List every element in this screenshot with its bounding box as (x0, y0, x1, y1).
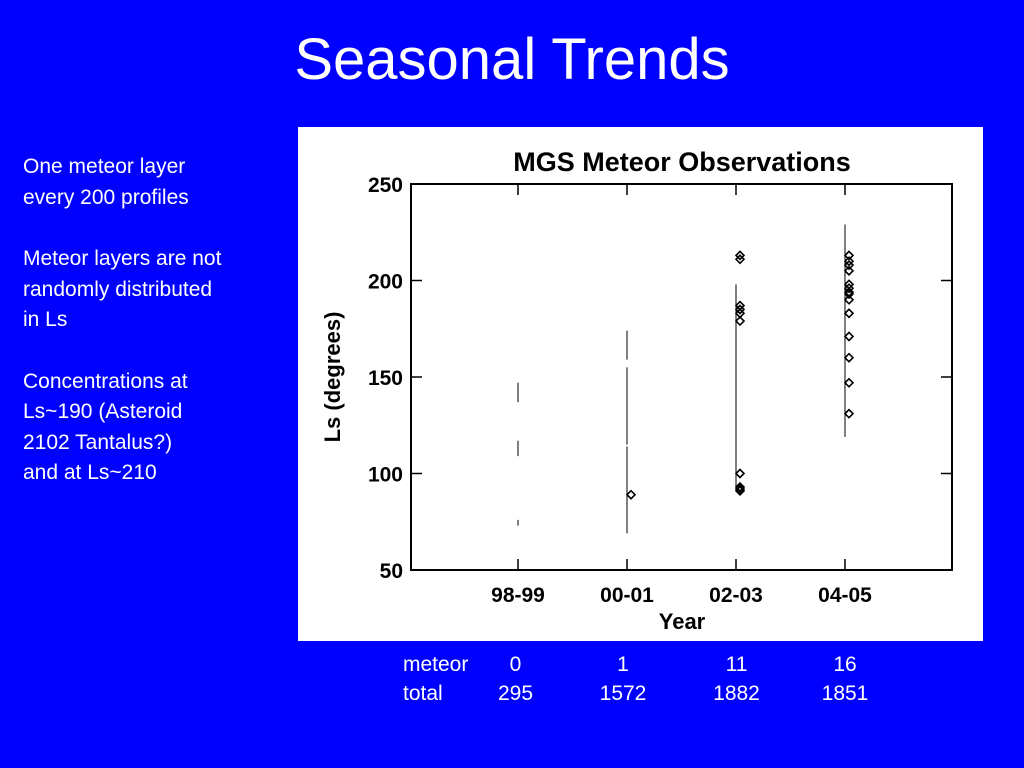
data-point-diamond (734, 304, 746, 315)
y-tick-label: 200 (368, 271, 403, 294)
bullet-line: One meteor layer (23, 155, 186, 178)
bullet-line: Concentrations at (23, 369, 188, 393)
counts-cell: 1572 (599, 681, 647, 705)
data-point-diamond (843, 265, 855, 276)
counts-row-label: meteor (403, 652, 469, 676)
data-point-diamond (734, 483, 746, 495)
y-tick-label: 150 (368, 367, 403, 390)
counts-cell: 16 (833, 652, 857, 676)
counts-cell: 295 (497, 681, 534, 705)
data-point-diamond (843, 408, 855, 419)
data-points (625, 250, 855, 500)
counts-cell: 1 (617, 652, 629, 676)
plot-frame (410, 183, 953, 571)
bullet-paragraph: Meteor layers are not randomly distribute… (23, 244, 283, 336)
data-point-diamond (734, 485, 746, 497)
data-point-diamond (734, 250, 746, 261)
bullet-line: every 200 profiles (23, 185, 189, 209)
data-point-diamond (734, 254, 746, 265)
data-point-diamond (843, 256, 855, 267)
data-point-diamond (843, 283, 855, 294)
x-tick-label: 02-03 (709, 584, 763, 607)
y-axis-label: Ls (degrees) (320, 312, 345, 443)
bullet-line: 2102 Tantalus?) (23, 430, 173, 454)
data-point-diamond (734, 481, 746, 493)
x-axis-label: Year (659, 609, 706, 634)
data-point-diamond (843, 288, 855, 300)
x-axis-ticks: 98-99 00-01 02-03 04-05 (491, 184, 872, 607)
chart-title: MGS Meteor Observations (513, 147, 851, 177)
data-point-diamond (843, 352, 855, 363)
counts-cell: 1882 (713, 681, 760, 705)
data-point-diamond (734, 468, 746, 479)
x-tick-label: 00-01 (600, 584, 654, 607)
bullet-line: and at Ls~210 (23, 461, 157, 484)
bullet-line: in Ls (23, 308, 68, 331)
bullet-paragraph: One meteor layer every 200 profiles (23, 152, 283, 213)
coverage-ranges (517, 224, 846, 534)
counts-row: total 295 1572 1882 1851 (398, 679, 925, 708)
data-point-diamond (843, 250, 855, 261)
counts-cell: 0 (509, 652, 522, 676)
bullet-line: Ls~190 (Asteroid (23, 400, 183, 423)
data-point-diamond (625, 489, 637, 500)
bullet-line: randomly distributed (23, 277, 213, 301)
meteor-chart: MGS Meteor Observations 50 100 150 200 250 9… (320, 147, 953, 634)
data-point-diamond (843, 308, 855, 319)
counts-cell: 11 (725, 652, 748, 676)
counts-row-label: total (403, 681, 443, 705)
bullet-paragraph: Concentrations at Ls~190 (Asteroid 2102 Ta… (23, 367, 283, 489)
counts-cell: 1851 (821, 681, 869, 705)
bullet-list: One meteor layer every 200 profiles Meteor… (23, 152, 283, 520)
data-point-diamond (843, 331, 855, 342)
bullet-line: Meteor layers are not (23, 247, 222, 270)
counts-row: meteor 0 1 11 16 (398, 650, 925, 679)
x-tick-label: 98-99 (491, 584, 545, 607)
data-point-diamond (843, 294, 855, 305)
chart-panel: MGS Meteor Observations 50 100 150 200 250 9… (298, 127, 983, 641)
data-point-diamond (843, 377, 855, 388)
y-tick-label: 100 (368, 464, 403, 487)
data-point-diamond (734, 315, 746, 327)
slide-title: Seasonal Trends (294, 27, 730, 92)
observation-counts-table: meteor 0 1 11 16 total 295 1572 1882 1851 (398, 650, 925, 708)
data-point-diamond (843, 259, 855, 271)
y-tick-label: 50 (380, 560, 403, 583)
y-tick-label: 250 (368, 174, 403, 197)
y-axis-ticks: 50 100 150 200 250 (368, 174, 952, 583)
x-tick-label: 04-05 (818, 584, 872, 607)
